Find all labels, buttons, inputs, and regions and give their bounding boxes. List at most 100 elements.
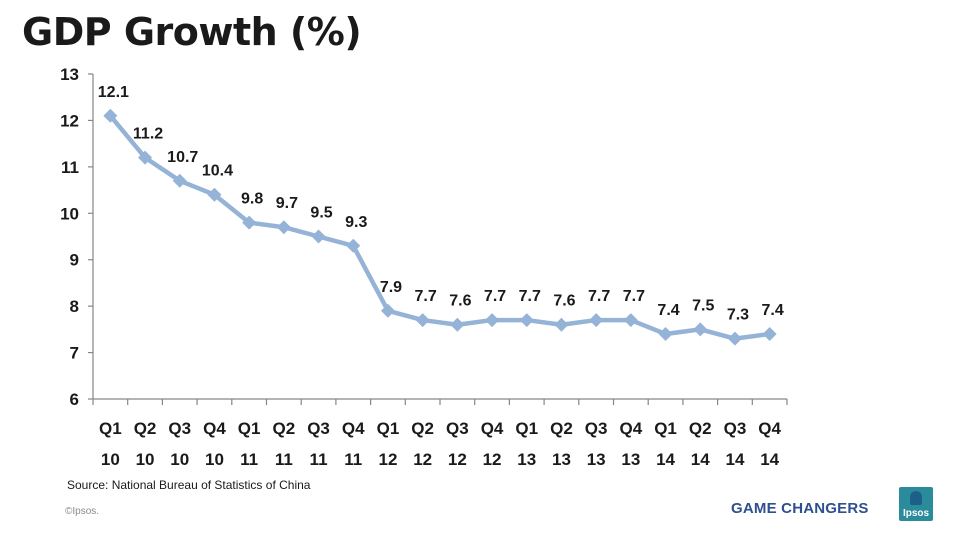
x-tick-label-year: 13 — [517, 450, 536, 469]
x-tick-label-year: 12 — [413, 450, 432, 469]
data-point-marker — [138, 150, 153, 165]
x-tick-label-year: 11 — [310, 450, 328, 469]
y-tick-label: 13 — [60, 65, 79, 84]
x-tick-label-year: 14 — [656, 450, 675, 469]
copyright-note: ©Ipsos. — [65, 506, 100, 517]
data-point-marker — [450, 317, 465, 332]
data-label: 7.6 — [449, 293, 471, 310]
series-line — [108, 114, 770, 341]
data-point-marker — [242, 215, 257, 230]
data-point-marker — [380, 303, 395, 318]
data-point-marker — [207, 187, 222, 202]
data-point-marker — [103, 108, 118, 123]
x-tick-label-quarter: Q3 — [724, 419, 747, 438]
x-tick-label-year: 10 — [136, 450, 155, 469]
tagline-game-changers: GAME CHANGERS — [731, 500, 869, 517]
x-tick-label-quarter: Q2 — [689, 419, 712, 438]
data-labels: 12.1 11.210.710.4 9.8 9.7 9.5 9.3 7.9 7.7 7.6 7.7… — [98, 84, 784, 324]
source-note: Source: National Bureau of Statistics of… — [67, 478, 311, 492]
data-point-marker — [693, 322, 708, 337]
x-tick-label-year: 13 — [587, 450, 606, 469]
data-point-marker — [554, 317, 569, 332]
data-label: 9.8 — [241, 191, 263, 208]
x-tick-label-year: 11 — [344, 450, 362, 469]
data-point-marker — [311, 229, 326, 244]
x-tick-label-quarter: Q3 — [307, 419, 330, 438]
data-label: 7.7 — [588, 288, 610, 305]
data-label: 7.4 — [762, 302, 784, 319]
y-tick-label: 12 — [60, 111, 79, 130]
x-tick-label-quarter: Q4 — [620, 419, 643, 438]
data-label: 7.6 — [553, 293, 575, 310]
x-tick-label-quarter: Q1 — [515, 419, 538, 438]
x-tick-label-year: 13 — [552, 450, 571, 469]
x-tick-label-quarter: Q3 — [446, 419, 469, 438]
x-tick-label-quarter: Q4 — [481, 419, 504, 438]
data-point-marker — [276, 220, 291, 235]
data-point-marker — [519, 313, 534, 328]
data-label: 11.2 — [133, 126, 163, 143]
logo-text: Ipsos — [902, 508, 930, 519]
ipsos-logo: Ipsos — [899, 487, 933, 521]
data-point-marker — [346, 238, 361, 253]
x-tick-label-quarter: Q3 — [168, 419, 191, 438]
data-label: 9.5 — [310, 205, 332, 222]
data-label: 10.4 — [202, 163, 233, 180]
x-tick-label-quarter: Q1 — [238, 419, 261, 438]
x-tick-label-quarter: Q4 — [203, 419, 226, 438]
data-label: 7.4 — [657, 302, 679, 319]
data-label: 7.7 — [623, 288, 645, 305]
data-label: 7.5 — [692, 297, 714, 314]
data-label: 9.3 — [345, 214, 367, 231]
x-tick-label-year: 10 — [101, 450, 120, 469]
data-label: 10.7 — [167, 149, 198, 166]
y-tick-label: 6 — [70, 390, 79, 409]
x-tick-label-quarter: Q2 — [134, 419, 157, 438]
data-point-marker — [727, 331, 742, 346]
data-point-marker — [589, 313, 604, 328]
x-tick-label-year: 14 — [760, 450, 779, 469]
data-label: 7.7 — [519, 288, 541, 305]
y-tick-label: 11 — [61, 158, 79, 177]
y-tick-label: 7 — [70, 344, 79, 363]
x-tick-label-year: 12 — [483, 450, 502, 469]
x-tick-label-quarter: Q2 — [411, 419, 434, 438]
x-tick-label-year: 12 — [378, 450, 397, 469]
x-tick-label-year: 14 — [725, 450, 744, 469]
y-tick-label: 8 — [70, 297, 79, 316]
data-label: 12.1 — [98, 84, 129, 101]
data-label: 7.7 — [484, 288, 506, 305]
data-point-marker — [658, 327, 673, 341]
x-tick-label-year: 13 — [621, 450, 640, 469]
y-tick-label: 9 — [70, 251, 79, 270]
data-point-marker — [415, 313, 430, 328]
x-tick-label-year: 12 — [448, 450, 467, 469]
data-point-marker — [623, 313, 638, 328]
logo-mark-icon — [910, 491, 922, 505]
y-tick-label: 10 — [60, 204, 79, 223]
chart-title: GDP Growth (%) — [22, 10, 362, 54]
x-tick-label-quarter: Q1 — [99, 419, 122, 438]
x-tick-label-quarter: Q1 — [654, 419, 677, 438]
x-tick-label-year: 11 — [240, 450, 258, 469]
x-tick-label-year: 10 — [205, 450, 224, 469]
data-point-marker — [762, 327, 777, 341]
x-tick-label-quarter: Q4 — [758, 419, 781, 438]
x-tick-label-quarter: Q2 — [273, 419, 296, 438]
y-axis-ticks: 6 7 8 9 10 11 12 13 — [60, 65, 93, 409]
x-tick-label-quarter: Q4 — [342, 419, 365, 438]
x-tick-label-year: 10 — [170, 450, 189, 469]
x-tick-label-quarter: Q1 — [377, 419, 400, 438]
x-tick-label-quarter: Q2 — [550, 419, 573, 438]
data-point-marker — [485, 313, 500, 328]
x-tick-label-year: 11 — [275, 450, 293, 469]
x-tick-label-quarter: Q3 — [585, 419, 608, 438]
chart-axes — [92, 74, 787, 400]
data-label: 9.7 — [276, 195, 298, 212]
data-label: 7.3 — [727, 307, 749, 324]
data-label: 7.7 — [415, 288, 437, 305]
x-tick-label-year: 14 — [691, 450, 710, 469]
series-gdp-growth — [103, 108, 777, 346]
x-axis-ticks: Q1 10 Q2 10 Q3 10 Q4 10 Q1 11 Q2 11 Q3 11 Q4 11 Q1 12 Q2 12… — [92, 399, 788, 469]
